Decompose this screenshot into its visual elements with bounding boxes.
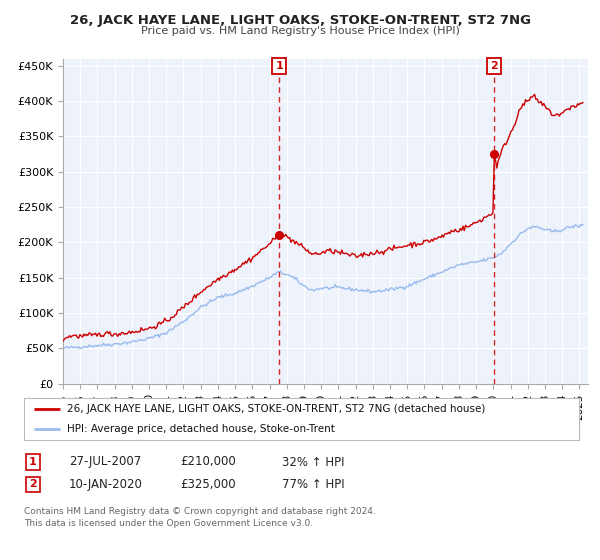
Text: £325,000: £325,000: [180, 478, 236, 491]
Text: 1: 1: [275, 61, 283, 71]
Text: 32% ↑ HPI: 32% ↑ HPI: [282, 455, 344, 469]
Text: 26, JACK HAYE LANE, LIGHT OAKS, STOKE-ON-TRENT, ST2 7NG (detached house): 26, JACK HAYE LANE, LIGHT OAKS, STOKE-ON…: [67, 404, 485, 414]
Text: 2: 2: [490, 61, 498, 71]
Text: 1: 1: [29, 457, 37, 467]
Text: This data is licensed under the Open Government Licence v3.0.: This data is licensed under the Open Gov…: [24, 519, 313, 528]
Text: 10-JAN-2020: 10-JAN-2020: [69, 478, 143, 491]
Text: Price paid vs. HM Land Registry's House Price Index (HPI): Price paid vs. HM Land Registry's House …: [140, 26, 460, 36]
Text: £210,000: £210,000: [180, 455, 236, 469]
Text: Contains HM Land Registry data © Crown copyright and database right 2024.: Contains HM Land Registry data © Crown c…: [24, 507, 376, 516]
Text: 77% ↑ HPI: 77% ↑ HPI: [282, 478, 344, 491]
Text: 27-JUL-2007: 27-JUL-2007: [69, 455, 141, 469]
Text: HPI: Average price, detached house, Stoke-on-Trent: HPI: Average price, detached house, Stok…: [67, 424, 335, 434]
Text: 26, JACK HAYE LANE, LIGHT OAKS, STOKE-ON-TRENT, ST2 7NG: 26, JACK HAYE LANE, LIGHT OAKS, STOKE-ON…: [70, 14, 530, 27]
Text: 2: 2: [29, 479, 37, 489]
